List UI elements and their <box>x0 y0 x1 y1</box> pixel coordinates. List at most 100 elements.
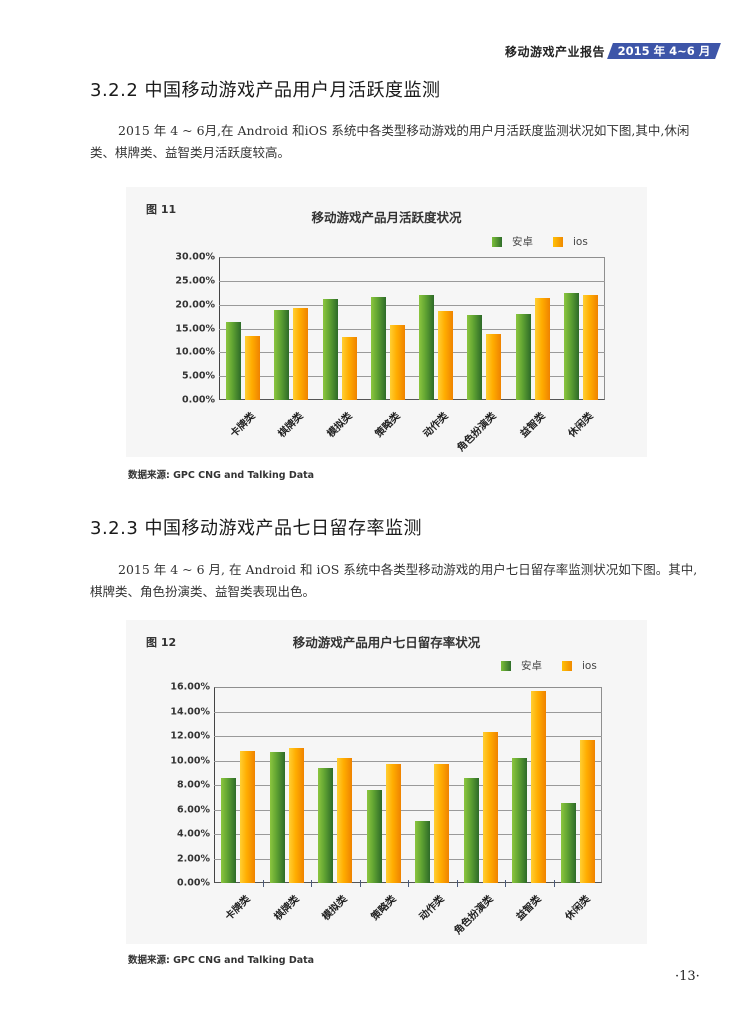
y-axis-tick-label: 14.00% <box>170 706 210 717</box>
report-title: 移动游戏产业报告 <box>505 45 606 59</box>
y-axis-tick-label: 30.00% <box>175 251 215 263</box>
legend-item-ios: ios <box>562 658 597 673</box>
x-axis-tick <box>408 880 409 887</box>
legend-label: 安卓 <box>512 236 533 248</box>
x-axis-category-label: 模拟类 <box>325 410 355 440</box>
bar-ios <box>389 324 405 400</box>
y-axis-tick-label: 10.00% <box>170 755 210 766</box>
y-axis-tick-label: 20.00% <box>175 299 215 311</box>
gridline <box>214 809 602 811</box>
figure-11: 图 11 移动游戏产品月活跃度状况 安卓 ios 0.00% 5.00% 10.00… <box>126 187 647 457</box>
bar-ios <box>293 308 309 400</box>
plot-area: 0.00% 5.00% 10.00% 15.00% 20.00% 25.00% 30.00%… <box>175 252 605 454</box>
x-axis-category-label: 益智类 <box>514 893 544 923</box>
bar-ios <box>288 748 304 883</box>
x-axis-tick <box>359 880 361 887</box>
x-axis-category-label: 益智类 <box>518 410 548 440</box>
x-axis-category-label: 休闲类 <box>566 410 596 440</box>
bar-ios <box>486 334 502 400</box>
x-axis-category-label: 策略类 <box>369 893 399 923</box>
bar-ios <box>337 758 353 883</box>
x-axis-tick <box>311 880 312 887</box>
y-axis-tick-label: 6.00% <box>177 804 210 815</box>
figure-label: 图 12 <box>146 636 177 649</box>
bar-ios <box>240 750 256 883</box>
x-axis-category-label: 棋牌类 <box>276 410 306 440</box>
x-axis-category-label: 休闲类 <box>563 893 593 923</box>
chart-legend: 安卓 ios <box>492 234 588 249</box>
android-swatch-icon <box>501 660 511 671</box>
gridline <box>219 280 605 282</box>
ios-swatch-icon <box>562 660 572 671</box>
figure-12: 图 12 移动游戏产品用户七日留存率状况 安卓 ios 0.00% 2.00% 4.… <box>126 620 647 944</box>
period-badge: 2015 年 4~6 月 <box>607 43 721 59</box>
x-axis-tick <box>505 880 506 887</box>
legend-item-ios: ios <box>553 234 588 249</box>
bar-android <box>560 803 576 883</box>
x-axis-tick <box>553 880 555 887</box>
y-axis-tick-label: 5.00% <box>182 370 215 382</box>
page-number: ·13· <box>675 969 700 984</box>
bar-android <box>463 777 479 883</box>
y-axis-tick-label: 0.00% <box>177 877 210 889</box>
x-axis-category-label: 棋牌类 <box>272 893 302 923</box>
bar-ios <box>385 764 401 883</box>
period-badge-text: 2015 年 4~6 月 <box>617 44 711 58</box>
legend-item-android: 安卓 <box>501 658 542 673</box>
gridline <box>214 785 602 786</box>
bar-android <box>221 777 237 883</box>
section-title-mau: 3.2.2 中国移动游戏产品用户月活跃度监测 <box>90 80 441 101</box>
x-axis-category-label: 模拟类 <box>320 893 350 923</box>
x-axis-category-label: 策略类 <box>373 410 403 440</box>
y-axis-tick-label: 2.00% <box>177 853 210 864</box>
x-axis-tick <box>262 880 264 887</box>
bar-ios <box>438 311 454 400</box>
gridline <box>219 328 605 330</box>
legend-label: 安卓 <box>521 660 542 672</box>
bar-ios <box>531 690 547 883</box>
bar-ios <box>579 739 595 883</box>
legend-label: ios <box>573 235 588 248</box>
chart-title: 移动游戏产品用户七日留存率状况 <box>292 635 481 650</box>
bar-ios <box>341 336 357 400</box>
bar-android <box>274 310 290 400</box>
x-axis-tick <box>456 880 458 887</box>
bar-android <box>467 314 483 400</box>
bar-ios <box>245 335 261 400</box>
gridline <box>219 376 605 378</box>
figure-label: 图 11 <box>146 203 177 216</box>
y-axis-tick-label: 8.00% <box>177 779 210 791</box>
x-axis-category-label: 动作类 <box>421 410 451 440</box>
y-axis-tick-label: 12.00% <box>170 730 210 742</box>
gridline <box>214 711 602 713</box>
y-axis-tick-label: 4.00% <box>177 828 210 840</box>
chart-legend: 安卓 ios <box>501 658 597 673</box>
y-axis-tick-label: 0.00% <box>182 394 215 406</box>
gridline <box>214 858 602 860</box>
page-header: 移动游戏产业报告 2015 年 4~6 月 <box>0 41 755 61</box>
android-swatch-icon <box>492 236 502 247</box>
x-axis-category-label: 角色扮演类 <box>455 410 499 454</box>
bar-ios <box>434 764 450 883</box>
bar-android <box>512 758 528 883</box>
chart-title: 移动游戏产品月活跃度状况 <box>311 210 462 225</box>
x-axis-category-label: 卡牌类 <box>228 410 258 440</box>
bar-ios <box>534 298 550 400</box>
x-axis-category-label: 卡牌类 <box>223 893 253 923</box>
bar-ios <box>482 732 498 883</box>
ios-swatch-icon <box>553 236 563 247</box>
gridline <box>214 834 602 835</box>
data-source: 数据来源: GPC CNG and Talking Data <box>128 955 315 966</box>
bar-ios <box>582 294 598 400</box>
x-axis-category-label: 角色扮演类 <box>452 893 496 937</box>
bar-android <box>366 789 382 883</box>
x-axis-category-label: 动作类 <box>417 893 447 923</box>
data-source: 数据来源: GPC CNG and Talking Data <box>128 470 315 481</box>
plot-area: 0.00% 2.00% 4.00% 6.00% 8.00% 10.00% 12.00% 14.… <box>170 682 602 937</box>
section-paragraph-mau: 2015 年 4 ~ 6月,在 Android 和iOS 系统中各类型移动游戏的… <box>90 123 690 160</box>
gridline <box>219 352 605 354</box>
bar-android <box>419 295 435 400</box>
y-axis-tick-label: 25.00% <box>175 275 215 287</box>
bar-android <box>415 820 431 883</box>
bar-android <box>563 292 579 400</box>
